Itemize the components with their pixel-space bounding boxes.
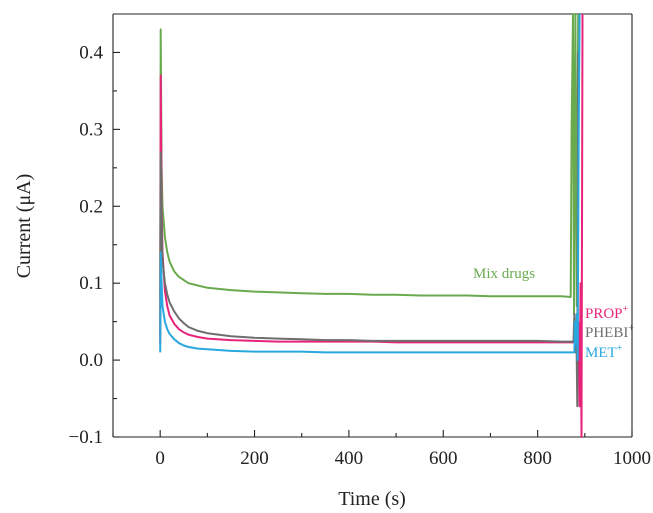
x-tick-label: 1000 xyxy=(613,448,651,469)
y-tick-label: 0.2 xyxy=(79,196,103,217)
y-tick-label: 0.0 xyxy=(79,350,103,371)
y-tick-label: 0.1 xyxy=(79,273,103,294)
x-tick-label: 600 xyxy=(429,448,458,469)
series-line-met xyxy=(159,13,581,362)
plot-area xyxy=(112,13,633,438)
y-tick-label: 0.3 xyxy=(79,119,103,140)
series-line-mix-drugs xyxy=(159,13,580,315)
series-label-charge: + xyxy=(623,304,629,315)
series-label-charge: + xyxy=(628,323,634,334)
series-label-mix-drugs: Mix drugs xyxy=(473,266,535,282)
x-tick-label: 200 xyxy=(240,448,269,469)
y-tick-label: −0.1 xyxy=(69,427,103,448)
series-label-phebi: PHEBI+ xyxy=(585,323,634,341)
y-axis-ticks: −0.1 0.0 0.1 0.2 0.3 0.4 xyxy=(69,42,120,448)
series-lines xyxy=(159,13,584,438)
x-axis-label: Time (s) xyxy=(338,488,406,510)
y-tick-label: 0.4 xyxy=(79,42,103,63)
series-label-text: Mix drugs xyxy=(473,266,535,282)
x-tick-label: 0 xyxy=(155,448,165,469)
series-line-prop xyxy=(159,13,584,438)
x-tick-label: 800 xyxy=(523,448,552,469)
x-tick-label: 400 xyxy=(335,448,364,469)
series-label-met: MET+ xyxy=(585,343,623,361)
series-label-text: PROP xyxy=(585,306,623,322)
series-label-prop: PROP+ xyxy=(585,304,629,322)
series-label-text: MET xyxy=(585,345,617,361)
series-line-phebi xyxy=(159,52,580,408)
series-label-text: PHEBI xyxy=(585,325,628,341)
x-axis-ticks: 0 200 400 600 800 1000 xyxy=(112,430,651,469)
series-label-charge: + xyxy=(617,343,623,354)
y-axis-label: Current (μA) xyxy=(13,174,35,279)
